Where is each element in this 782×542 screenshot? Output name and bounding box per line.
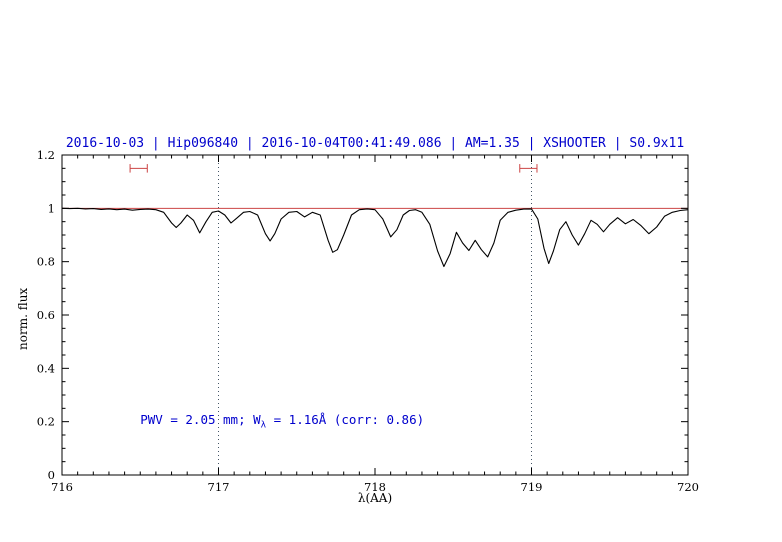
svg-text:0.8: 0.8 xyxy=(37,255,55,269)
chart-title: 2016-10-03 | Hip096840 | 2016-10-04T00:4… xyxy=(65,136,685,151)
svg-text:0.4: 0.4 xyxy=(37,361,55,375)
svg-text:0.6: 0.6 xyxy=(37,308,55,322)
svg-text:720: 720 xyxy=(677,480,699,494)
svg-text:0: 0 xyxy=(48,468,55,482)
svg-text:718: 718 xyxy=(364,480,386,494)
pwv-annotation-prefix: PWV = 2.05 mm; W xyxy=(140,411,261,427)
pwv-annotation: PWV = 2.05 mm; Wλ = 1.16Å (corr: 0.86) xyxy=(140,412,424,431)
y-axis-label: norm. flux xyxy=(16,287,30,350)
svg-text:719: 719 xyxy=(521,480,543,494)
pwv-annotation-suffix: = 1.16Å (corr: 0.86) xyxy=(266,411,425,427)
x-axis-label: λ(AA) xyxy=(357,491,393,505)
svg-text:1: 1 xyxy=(48,201,55,215)
svg-text:1.2: 1.2 xyxy=(37,148,55,162)
pwv-annotation-lambda-subscript: λ xyxy=(260,420,267,431)
svg-text:716: 716 xyxy=(51,480,73,494)
svg-text:0.2: 0.2 xyxy=(37,415,55,429)
svg-text:717: 717 xyxy=(208,480,230,494)
